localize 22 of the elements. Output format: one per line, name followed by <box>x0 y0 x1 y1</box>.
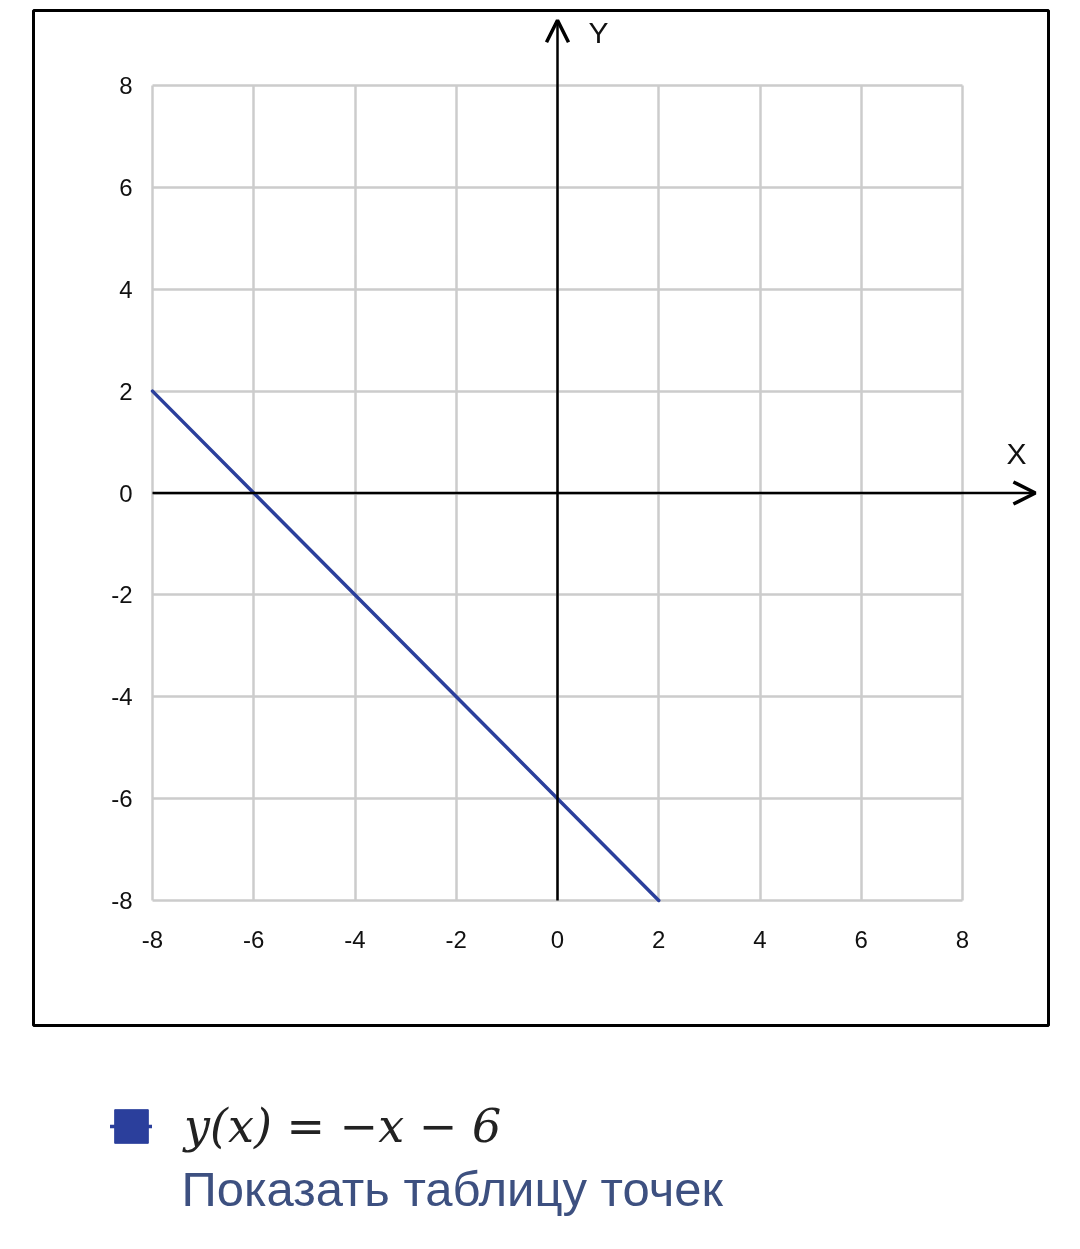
y-tick-label: -8 <box>111 887 133 914</box>
y-axis-title: Y <box>588 15 609 49</box>
y-tick-label: -6 <box>111 785 133 813</box>
x-tick-label: -8 <box>141 925 164 953</box>
x-tick-label: -4 <box>344 925 366 953</box>
text: Показать таблицу точек <box>181 1161 724 1216</box>
y-tick-label: -2 <box>111 581 133 609</box>
y-tick-label: -4 <box>111 683 133 711</box>
y-tick-label: 0 <box>119 479 133 507</box>
x-tick-label: -2 <box>445 925 467 953</box>
y-tick-label: 2 <box>119 377 133 405</box>
y-tick-label: 4 <box>119 275 133 303</box>
x-tick-label: 6 <box>854 925 868 953</box>
x-tick-label: 4 <box>753 925 767 953</box>
x-tick-label: -6 <box>243 925 265 953</box>
x-axis-title: X <box>1006 436 1027 470</box>
x-tick-label: 8 <box>955 925 970 953</box>
x-tick-label: 2 <box>652 925 666 953</box>
x-tick-label: 0 <box>550 925 565 953</box>
y-tick-label: 6 <box>119 173 133 201</box>
y-tick-label: 8 <box>119 72 133 99</box>
legend-label: y(x) = −x − 6 <box>184 1099 502 1153</box>
